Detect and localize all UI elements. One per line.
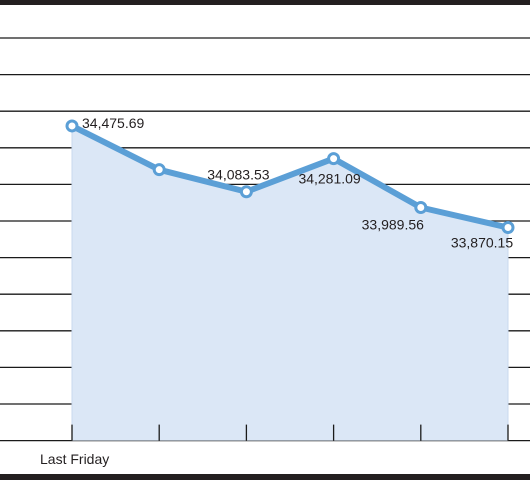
data-label-5: 33,870.15	[451, 235, 513, 251]
data-label-0: 34,475.69	[82, 115, 144, 131]
data-point-4	[414, 201, 428, 215]
data-point-5	[501, 221, 515, 235]
area-fill	[72, 125, 508, 441]
data-point-3	[327, 152, 341, 166]
data-labels: 34,475.69 34,083.53 34,281.09 33,989.56 33,8…	[82, 115, 513, 251]
data-label-2: 34,083.53	[207, 167, 269, 183]
data-points	[65, 119, 515, 235]
data-point-2	[239, 185, 253, 199]
bottom-border-bar	[0, 474, 530, 480]
data-label-3: 34,281.09	[298, 171, 360, 187]
area-edges	[71, 125, 509, 441]
data-point-0	[65, 119, 79, 133]
series-line	[69, 122, 511, 231]
top-border-bar	[0, 0, 530, 5]
x-axis-labels: Last Friday	[40, 451, 109, 467]
x-axis-ticks	[71, 424, 509, 441]
data-label-4: 33,989.56	[362, 217, 424, 233]
x-label-0: Last Friday	[40, 451, 109, 467]
data-point-1	[152, 163, 166, 177]
